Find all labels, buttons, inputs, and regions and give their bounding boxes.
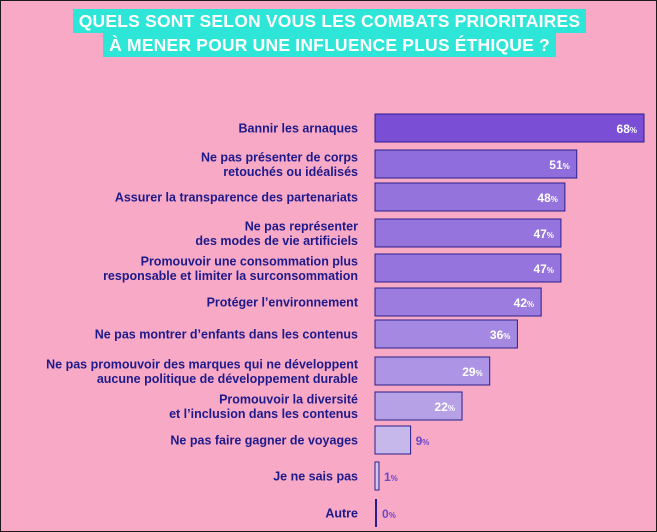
bar-2 [374,149,578,179]
category-label-3: Assurer la transparence des partenariats [115,191,358,205]
value-label-1: 68% [617,122,637,136]
bar-10 [374,425,412,455]
category-label-9: Promouvoir la diversité et l’inclusion da… [169,392,358,421]
bar-11 [374,461,380,491]
title-line-2: À MENER POUR UNE INFLUENCE PLUS ÉTHIQUE … [103,33,556,57]
bar-9 [374,391,463,421]
category-label-8: Ne pas promouvoir des marques qui ne dév… [46,357,359,386]
category-label-2: Ne pas présenter de corps retouchés ou id… [201,150,358,179]
category-label-6: Protéger l’environnement [207,296,359,310]
bar-7 [374,319,518,349]
category-label-11: Je ne sais pas [273,470,358,484]
title-line-1: QUELS SONT SELON VOUS LES COMBATS PRIORI… [72,9,587,33]
category-label-10: Ne pas faire gagner de voyages [170,434,358,448]
category-label-12: Autre [325,507,358,521]
bar-6 [374,287,542,317]
bar-12 [375,499,377,527]
value-label-12: 0% [382,507,396,521]
value-label-9: 22% [435,400,455,414]
bar-3 [374,182,566,212]
value-label-6: 42% [514,296,534,310]
category-label-4: Ne pas représenter des modes de vie artif… [195,219,358,248]
category-label-1: Bannir les arnaques [239,122,359,136]
category-label-5: Promouvoir une consommation plus responsa… [103,254,358,283]
bar-1 [374,113,645,143]
category-label-7: Ne pas montrer d’enfants dans les conten… [95,328,358,342]
bar-4 [374,218,562,248]
value-label-3: 48% [537,191,557,205]
bar-8 [374,356,491,386]
value-label-10: 9% [416,434,430,448]
value-label-4: 47% [533,227,553,241]
value-label-5: 47% [533,262,553,276]
bar-5 [374,253,562,283]
value-label-11: 1% [384,470,398,484]
value-label-7: 36% [490,328,510,342]
value-label-2: 51% [549,158,569,172]
value-label-8: 29% [462,365,482,379]
chart-title: QUELS SONT SELON VOUS LES COMBATS PRIORI… [1,9,656,57]
